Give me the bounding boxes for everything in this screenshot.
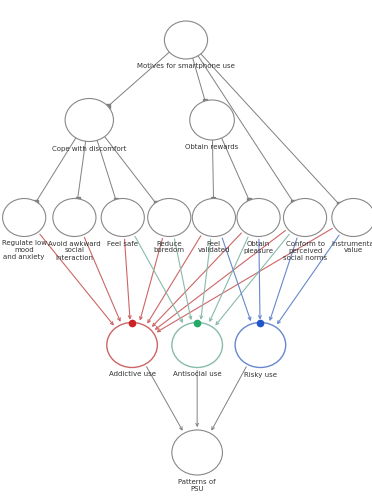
Ellipse shape xyxy=(192,198,235,236)
Text: Feel safe: Feel safe xyxy=(107,240,138,246)
Text: Patterns of
PSU: Patterns of PSU xyxy=(178,479,216,492)
Ellipse shape xyxy=(107,322,157,368)
Text: Motives for smartphone use: Motives for smartphone use xyxy=(137,63,235,69)
Text: Avoid awkward
social
interaction: Avoid awkward social interaction xyxy=(48,240,101,260)
Text: Obtain
pleasure: Obtain pleasure xyxy=(244,240,273,254)
Text: Cope with discomfort: Cope with discomfort xyxy=(52,146,126,152)
Ellipse shape xyxy=(164,21,208,59)
Ellipse shape xyxy=(172,430,222,475)
Ellipse shape xyxy=(190,100,234,140)
Ellipse shape xyxy=(65,98,113,142)
Text: Obtain rewards: Obtain rewards xyxy=(185,144,239,150)
Text: Instrumental
value: Instrumental value xyxy=(331,240,372,254)
Ellipse shape xyxy=(53,198,96,236)
Ellipse shape xyxy=(101,198,144,236)
Text: Addictive use: Addictive use xyxy=(109,372,155,378)
Ellipse shape xyxy=(172,322,222,368)
Text: Risky use: Risky use xyxy=(244,372,277,378)
Ellipse shape xyxy=(237,198,280,236)
Text: Antisocial use: Antisocial use xyxy=(173,372,221,378)
Text: Conform to
perceived
social norms: Conform to perceived social norms xyxy=(283,240,327,260)
Ellipse shape xyxy=(332,198,372,236)
Ellipse shape xyxy=(235,322,286,368)
Ellipse shape xyxy=(3,198,46,236)
Text: Regulate low
mood
and anxiety: Regulate low mood and anxiety xyxy=(2,240,46,260)
Ellipse shape xyxy=(148,198,191,236)
Ellipse shape xyxy=(283,198,327,236)
Text: Feel
validated: Feel validated xyxy=(198,240,230,254)
Text: Reduce
boredom: Reduce boredom xyxy=(154,240,185,254)
